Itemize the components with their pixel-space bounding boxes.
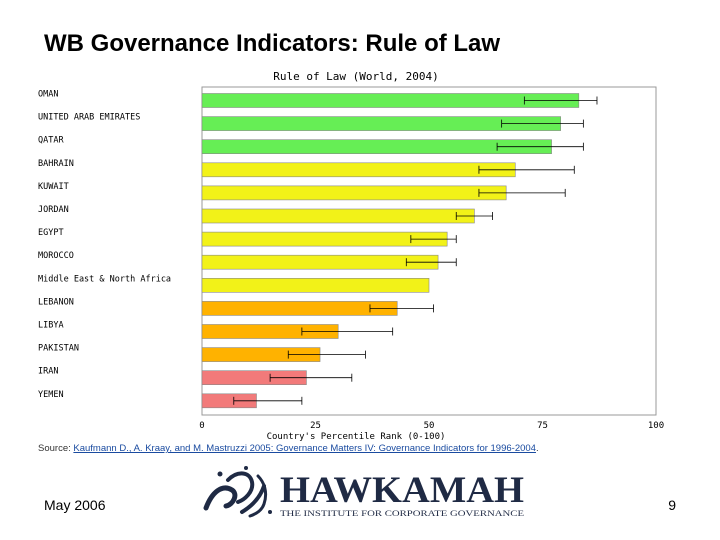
category-label-9: LEBANON bbox=[38, 297, 74, 307]
error-bar-5 bbox=[455, 212, 493, 220]
x-tick-label-2: 50 bbox=[424, 421, 435, 431]
category-label-1: UNITED ARAB EMIRATES bbox=[38, 113, 140, 123]
slide-title: WB Governance Indicators: Rule of Law bbox=[44, 30, 501, 57]
category-label-0: OMAN bbox=[38, 90, 58, 100]
bar-3 bbox=[201, 162, 516, 178]
category-label-2: QATAR bbox=[38, 136, 64, 146]
source-citation: Source: Kaufmann D., A. Kraay, and M. Ma… bbox=[38, 443, 539, 454]
x-axis-label: Country's Percentile Rank (0-100) bbox=[267, 432, 446, 442]
error-bar-12 bbox=[269, 373, 353, 382]
error-bar-7 bbox=[405, 258, 457, 267]
category-label-12: IRAN bbox=[38, 367, 58, 377]
category-label-4: KUWAIT bbox=[38, 182, 69, 192]
x-tick-label-3: 75 bbox=[537, 421, 548, 431]
error-bar-13 bbox=[233, 396, 303, 405]
source-link[interactable]: Kaufmann D., A. Kraay, and M. Mastruzzi … bbox=[73, 443, 536, 454]
x-tick-label-4: 100 bbox=[648, 421, 664, 431]
category-label-11: PAKISTAN bbox=[38, 344, 79, 354]
logo-tagline: THE INSTITUTE FOR CORPORATE GOVERNANCE bbox=[280, 508, 524, 518]
bar-4 bbox=[201, 185, 507, 201]
error-bar-3 bbox=[478, 165, 575, 174]
error-bar-10 bbox=[301, 327, 394, 336]
error-bar-9 bbox=[369, 304, 434, 313]
bars-layer bbox=[201, 93, 580, 409]
category-label-13: YEMEN bbox=[38, 390, 64, 400]
source-prefix: Source: bbox=[38, 443, 74, 454]
bar-5 bbox=[201, 208, 475, 224]
hawkamah-logo: HAWKAMAH THE INSTITUTE FOR CORPORATE GOV… bbox=[203, 466, 524, 518]
bar-0 bbox=[201, 93, 580, 108]
arabic-calligraphy-icon bbox=[203, 466, 272, 518]
category-label-10: LIBYA bbox=[38, 321, 64, 331]
page-number: 9 bbox=[668, 497, 676, 513]
bar-6 bbox=[201, 231, 448, 247]
error-bar-1 bbox=[501, 119, 584, 128]
bar-9 bbox=[201, 301, 398, 316]
logo-wordmark: HAWKAMAH bbox=[280, 470, 524, 511]
x-tick-label-0: 0 bbox=[199, 421, 204, 431]
chart-title: Rule of Law (World, 2004) bbox=[273, 70, 439, 83]
plot-frame bbox=[201, 86, 657, 416]
category-labels-layer: OMAN UNITED ARAB EMIRATES QATAR BAHRAIN KUWA… bbox=[38, 90, 171, 400]
category-label-3: BAHRAIN bbox=[38, 159, 74, 169]
category-label-8: Middle East & North Africa bbox=[38, 274, 171, 284]
error-bar-11 bbox=[287, 350, 366, 359]
bar-7 bbox=[201, 254, 439, 270]
error-bar-0 bbox=[523, 96, 598, 105]
x-ticks-layer: 0 25 50 75 100 bbox=[199, 421, 664, 431]
bar-8 bbox=[201, 277, 430, 293]
category-label-6: EGYPT bbox=[38, 228, 64, 238]
source-suffix: . bbox=[535, 443, 539, 454]
error-bar-2 bbox=[496, 142, 584, 151]
error-bar-4 bbox=[478, 188, 566, 197]
category-label-7: MOROCCO bbox=[38, 251, 74, 261]
footer-date: May 2006 bbox=[44, 497, 106, 513]
x-tick-label-1: 25 bbox=[310, 421, 321, 431]
error-bars-layer bbox=[233, 96, 598, 405]
error-bar-6 bbox=[410, 235, 457, 244]
category-label-5: JORDAN bbox=[38, 205, 69, 215]
